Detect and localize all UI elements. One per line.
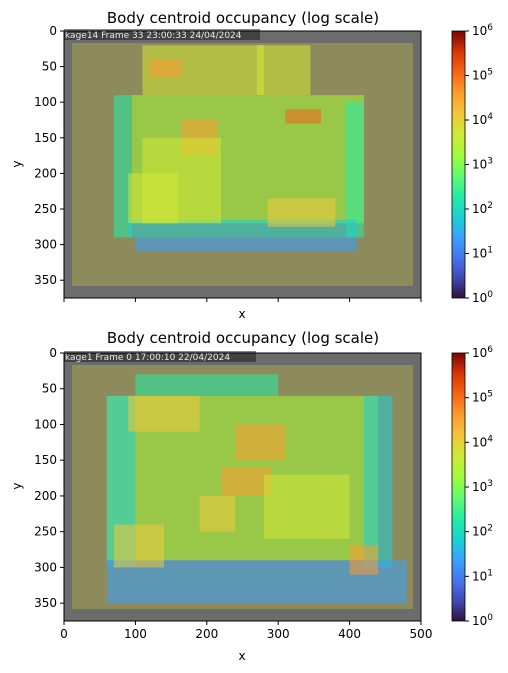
panel-1-overlay-caption: kage14 Frame 33 23:00:33 24/04/2024 xyxy=(64,29,260,41)
panel-2-colorbar-ticks: 100 101 102 103 104 105 106 xyxy=(465,345,493,628)
panel-1-plot xyxy=(64,31,421,298)
panel-2-cbtick-label: 105 xyxy=(472,390,493,405)
panel-2-cbtick-label: 104 xyxy=(472,434,493,449)
panel-2-colorbar xyxy=(451,352,466,622)
panel-2-heat-cell xyxy=(235,424,286,461)
panel-1-overlay-text: kage14 Frame 33 23:00:33 24/04/2024 xyxy=(65,31,242,41)
panel-2-cbtick-label: 100 xyxy=(472,613,493,628)
panel-2-cbtick-label: 106 xyxy=(472,345,493,360)
panel-2-x-ticks: 0 100 200 300 400 500 xyxy=(60,621,432,641)
panel-1-cbtick-label: 102 xyxy=(472,201,493,216)
panel-2-y-ticks: 0 50 100 150 200 250 300 350 xyxy=(34,346,64,610)
panel-1-title: Body centroid occupancy (log scale) xyxy=(107,9,379,27)
panel-1-xlabel: x xyxy=(238,307,245,321)
panel-2-xtick-label: 300 xyxy=(267,627,290,641)
panel-2-cbtick-label: 102 xyxy=(472,524,493,539)
panel-2-xlabel: x xyxy=(238,649,245,663)
panel-2-ytick-label: 350 xyxy=(34,596,57,610)
panel-1-cbtick-label: 104 xyxy=(472,112,493,127)
panel-1-y-ticks: 0 50 100 150 200 250 300 350 xyxy=(34,24,64,287)
panel-2-plot xyxy=(64,353,421,621)
panel-2-heat-cell xyxy=(135,374,279,396)
panel-2-ytick-label: 250 xyxy=(34,525,57,539)
panel-1-heat-cell xyxy=(135,237,357,252)
panel-1-heat-cell xyxy=(114,95,132,238)
panel-2-ytick-label: 100 xyxy=(34,417,57,431)
panel-2-xtick-label: 100 xyxy=(124,627,147,641)
panel-1-x-ticks xyxy=(63,298,422,302)
panel-1-heat-cell xyxy=(346,102,364,238)
panel-2-heat-cell xyxy=(199,495,236,532)
panel-1-ytick-label: 100 xyxy=(34,95,57,109)
panel-1-ytick-label: 200 xyxy=(34,166,57,180)
panel-1-cbtick-label: 106 xyxy=(472,23,493,38)
panel-1-axes-frame xyxy=(63,30,422,299)
panel-1-heat-cell xyxy=(142,137,221,224)
panel-1-cbtick-label: 100 xyxy=(472,290,493,305)
panel-2-ytick-label: 300 xyxy=(34,560,57,574)
panel-2-xtick-label: 0 xyxy=(60,627,68,641)
panel-1-cbtick-label: 105 xyxy=(472,68,493,83)
panel-2-title: Body centroid occupancy (log scale) xyxy=(107,329,379,347)
panel-2-heat-cell xyxy=(128,395,200,432)
panel-1-colorbar-ticks: 100 101 102 103 104 105 106 xyxy=(465,23,493,305)
panel-1-ytick-label: 150 xyxy=(34,131,57,145)
panel-2-axes-frame xyxy=(63,352,422,622)
panel-1-heat-cell xyxy=(256,45,311,95)
panel-1-cbtick-label: 103 xyxy=(472,157,493,172)
panel-2-ytick-label: 0 xyxy=(49,346,57,360)
panel-2-heat-cell xyxy=(263,474,350,539)
panel-2-ylabel: y xyxy=(10,482,24,489)
panel-1-ytick-label: 300 xyxy=(34,238,57,252)
panel-2-cbtick-label: 103 xyxy=(472,479,493,494)
panel-2-cbtick-label: 101 xyxy=(472,568,493,583)
panel-2-heat-cell xyxy=(114,524,164,568)
panel-2-overlay-text: kage1 Frame 0 17:00:10 22/04/2024 xyxy=(65,353,230,363)
panel-1-cbtick-label: 101 xyxy=(472,246,493,261)
panel-2-xtick-label: 500 xyxy=(410,627,433,641)
panel-1-ytick-label: 250 xyxy=(34,202,57,216)
panel-1-ytick-label: 50 xyxy=(42,60,57,74)
panel-1-heat-cell xyxy=(149,59,182,78)
panel-2-xtick-label: 200 xyxy=(195,627,218,641)
panel-1-heat-cell xyxy=(285,109,321,124)
panel-2-ytick-label: 50 xyxy=(42,382,57,396)
panel-1-ytick-label: 350 xyxy=(34,273,57,287)
panel-1-heat-cell xyxy=(267,198,336,227)
panel-2-heat-cell xyxy=(363,395,393,568)
panel-1-colorbar xyxy=(451,30,466,299)
panel-2-ytick-label: 150 xyxy=(34,453,57,467)
panel-2-xtick-label: 400 xyxy=(338,627,361,641)
panel-2-heat-cell xyxy=(349,546,379,575)
panel-1-ylabel: y xyxy=(10,160,24,167)
panel-2-overlay-caption: kage1 Frame 0 17:00:10 22/04/2024 xyxy=(64,351,256,363)
panel-2-heat-cell xyxy=(221,467,272,496)
panel-1-ytick-label: 0 xyxy=(49,24,57,38)
panel-2-ytick-label: 200 xyxy=(34,489,57,503)
